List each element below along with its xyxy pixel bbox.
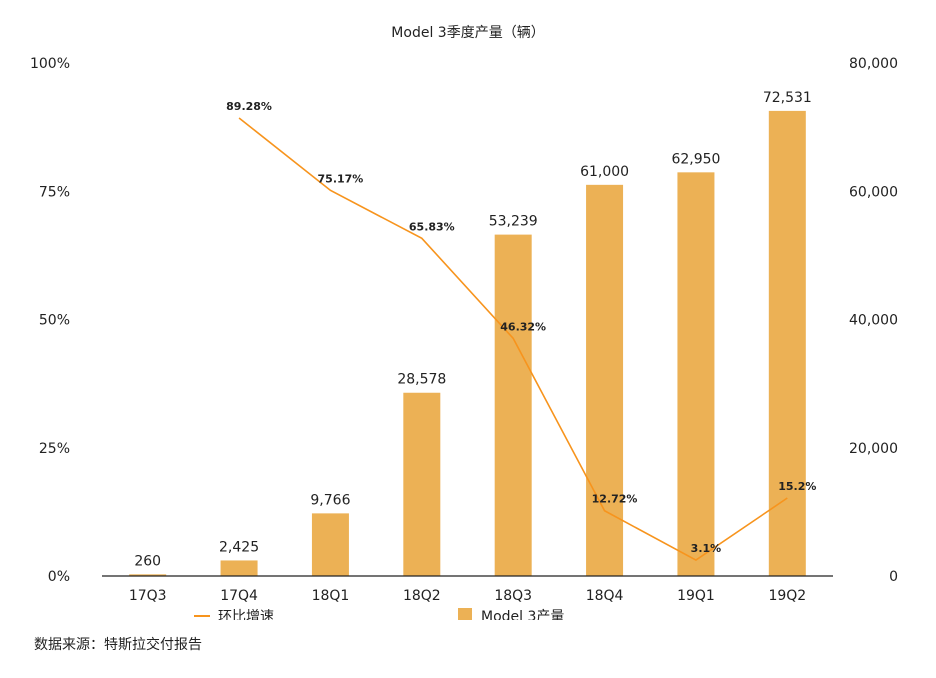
left-axis-tick-label: 100% [30, 56, 70, 72]
line-data-labels: 89.28% 75.17% 65.83% 46.32% 12.72% 3.1% 15.2% [226, 100, 816, 555]
bar-value-label: 9,766 [310, 492, 350, 508]
x-axis-tick-label: 17Q3 [129, 588, 167, 604]
right-axis-tick-label: 20,000 [849, 441, 898, 457]
x-axis-tick-label: 18Q4 [586, 588, 624, 604]
bar [403, 392, 441, 576]
bar [129, 574, 167, 576]
right-axis-tick-label: 0 [889, 569, 898, 585]
bar-value-label: 28,578 [397, 372, 446, 388]
bar-series [129, 110, 806, 577]
left-axis: 0% 25% 50% 75% 100% [30, 56, 70, 585]
line-series [238, 117, 788, 562]
left-axis-tick-label: 50% [39, 313, 70, 329]
source-note: 数据来源：特斯拉交付报告 [34, 637, 202, 653]
bar [677, 172, 715, 576]
left-axis-tick-label: 75% [39, 184, 70, 200]
x-axis-tick-label: 18Q3 [494, 588, 532, 604]
line-value-label: 75.17% [318, 172, 364, 185]
x-axis-tick-label: 19Q2 [768, 588, 806, 604]
x-axis-tick-label: 18Q2 [403, 588, 441, 604]
x-axis-tick-label: 18Q1 [312, 588, 350, 604]
bar [494, 234, 532, 576]
legend: 环比增速 Model 3产量 [194, 608, 564, 620]
right-axis-tick-label: 80,000 [849, 56, 898, 72]
x-axis-tick-label: 17Q4 [220, 588, 258, 604]
bar-value-label: 62,950 [671, 151, 720, 167]
right-axis: 0 20,000 40,000 60,000 80,000 [849, 56, 898, 585]
bar-value-label: 61,000 [580, 164, 629, 180]
line-value-label: 46.32% [500, 320, 546, 333]
line-value-label: 3.1% [691, 542, 722, 555]
right-axis-tick-label: 60,000 [849, 184, 898, 200]
line-value-label: 65.83% [409, 220, 455, 233]
left-axis-tick-label: 0% [48, 569, 70, 585]
growth-rate-line [238, 117, 788, 562]
right-axis-tick-label: 40,000 [849, 313, 898, 329]
line-value-label: 89.28% [226, 100, 272, 113]
bar-data-labels: 260 2,425 9,766 28,578 53,239 61,000 62,950 72,… [134, 90, 811, 569]
bar [220, 560, 258, 576]
chart-title: Model 3季度产量（辆） [391, 25, 544, 41]
x-axis: 17Q3 17Q4 18Q1 18Q2 18Q3 18Q4 19Q1 19Q2 [129, 588, 806, 604]
x-axis-tick-label: 19Q1 [677, 588, 715, 604]
bar-value-label: 2,425 [219, 539, 259, 555]
legend-line-label: 环比增速 [218, 609, 274, 620]
line-value-label: 15.2% [778, 480, 816, 493]
legend-bar-label: Model 3产量 [481, 609, 564, 620]
line-value-label: 12.72% [592, 493, 638, 506]
production-chart: Model 3季度产量（辆） 0% 25% 50% 75% 100% 0 20,000 40… [30, 25, 898, 620]
bar [311, 513, 349, 576]
bar-value-label: 260 [134, 553, 161, 569]
legend-bar-swatch [458, 608, 472, 620]
bar-value-label: 72,531 [763, 90, 812, 106]
left-axis-tick-label: 25% [39, 441, 70, 457]
bar-value-label: 53,239 [489, 214, 538, 230]
